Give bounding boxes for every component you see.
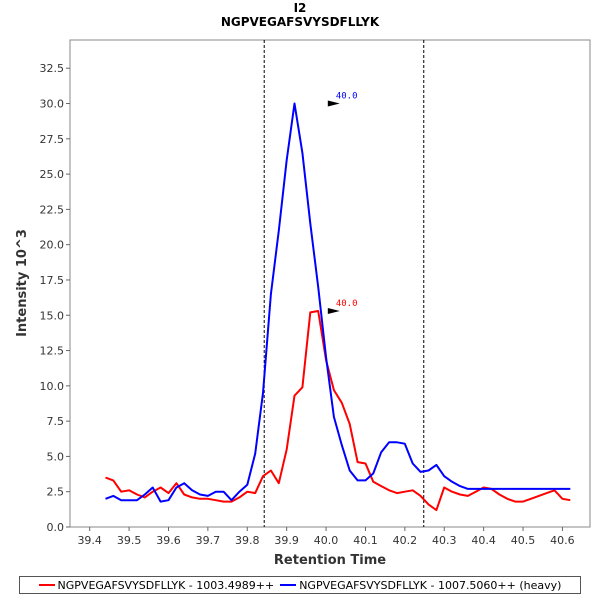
y-tick-label: 15.0	[40, 309, 65, 322]
x-tick-label: 39.9	[274, 534, 299, 547]
y-axis: 0.0 2.5 5.0 7.5 10.0 12.5 15.0 17.5 20.0 22.5 25.0…	[40, 62, 70, 534]
peak-marker	[327, 308, 340, 315]
x-tick-label: 39.8	[235, 534, 260, 547]
y-tick-label: 30.0	[40, 98, 65, 111]
chart-subtitle: NGPVEGAFSVYSDFLLYK	[221, 15, 380, 29]
y-tick-label: 27.5	[40, 133, 65, 146]
y-tick-label: 20.0	[40, 239, 65, 252]
peak-marker	[327, 100, 340, 107]
legend-label-light: NGPVEGAFSVYSDFLLYK - 1003.4989++	[57, 578, 275, 592]
y-tick-label: 2.5	[47, 486, 65, 499]
legend-swatch-heavy	[280, 584, 297, 586]
x-tick-label: 40.2	[393, 534, 418, 547]
y-tick-label: 25.0	[40, 168, 65, 181]
peak-label: 40.0	[336, 92, 358, 102]
chart-title: I2	[294, 1, 307, 15]
x-axis: 39.4 39.5 39.6 39.7 39.8 39.9 40.0 40.1 40.2 40.3…	[77, 527, 575, 547]
x-tick-label: 39.4	[77, 534, 102, 547]
y-tick-label: 17.5	[40, 274, 65, 287]
series-lines	[105, 102, 571, 512]
x-tick-label: 39.6	[156, 534, 181, 547]
legend-swatch-light	[38, 584, 55, 586]
y-tick-label: 7.5	[47, 415, 65, 428]
x-tick-label: 40.3	[432, 534, 457, 547]
x-tick-label: 40.1	[353, 534, 378, 547]
y-tick-label: 0.0	[47, 521, 65, 534]
y-axis-label: Intensity 10^3	[15, 229, 30, 337]
y-tick-label: 5.0	[47, 450, 65, 463]
peak-annotations: 40.0 40.0	[327, 92, 358, 315]
y-tick-label: 12.5	[40, 345, 65, 358]
x-tick-label: 40.0	[314, 534, 339, 547]
x-tick-label: 39.5	[117, 534, 142, 547]
boundary-lines	[263, 40, 425, 527]
y-tick-label: 32.5	[40, 62, 65, 75]
legend: NGPVEGAFSVYSDFLLYK - 1003.4989++ NGPVEGA…	[19, 576, 581, 594]
x-tick-label: 40.4	[471, 534, 496, 547]
peak-label: 40.0	[336, 299, 358, 309]
legend-label-heavy: NGPVEGAFSVYSDFLLYK - 1007.5060++ (heavy)	[299, 578, 562, 592]
x-tick-label: 40.5	[511, 534, 536, 547]
legend-item-light: NGPVEGAFSVYSDFLLYK - 1003.4989++	[38, 578, 275, 592]
y-tick-label: 22.5	[40, 203, 65, 216]
x-tick-label: 40.6	[550, 534, 575, 547]
plot-area	[69, 39, 591, 528]
y-tick-label: 10.0	[40, 380, 65, 393]
x-tick-label: 39.7	[196, 534, 221, 547]
x-axis-label: Retention Time	[274, 553, 386, 568]
legend-item-heavy: NGPVEGAFSVYSDFLLYK - 1007.5060++ (heavy)	[280, 579, 561, 592]
series-line-heavy	[105, 102, 571, 503]
